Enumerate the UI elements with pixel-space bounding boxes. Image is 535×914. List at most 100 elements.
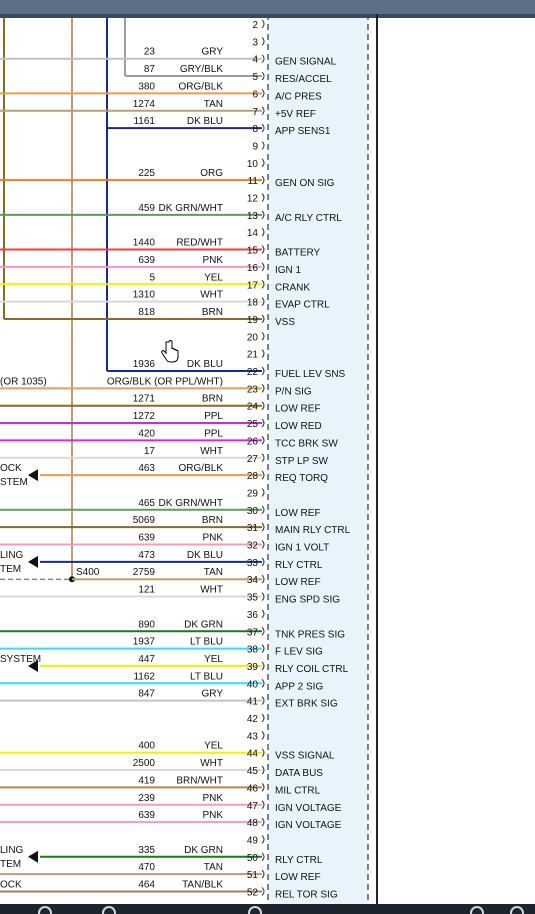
taskbar-icon[interactable]	[470, 906, 484, 914]
wire-color-label: BRN	[202, 515, 223, 526]
circuit-number: 464	[138, 880, 155, 891]
signal-label: MIL CTRL	[275, 785, 321, 796]
circuit-number: 818	[138, 307, 155, 318]
pin-number: 4	[252, 55, 258, 66]
left-system-label: LING	[0, 550, 24, 561]
signal-label: GEN SIGNAL	[275, 57, 337, 68]
pin-terminal	[261, 644, 265, 653]
pin-terminal	[261, 592, 265, 601]
wire-color-label: DK GRN/WHT	[159, 498, 223, 509]
signal-label: FUEL LEV SNS	[275, 369, 346, 380]
signal-label: IGN 1	[275, 265, 302, 276]
circuit-number: 1162	[133, 671, 155, 682]
pin-terminal	[261, 522, 265, 532]
left-system-label: SYSTEM	[0, 654, 41, 665]
circuit-number: 465	[138, 498, 155, 509]
pin-terminal	[261, 470, 265, 480]
pin-terminal	[261, 297, 265, 306]
pin-number: 6	[252, 89, 258, 100]
pin-number: 44	[247, 749, 259, 760]
signal-label: A/C PRES	[275, 91, 322, 102]
taskbar-icon[interactable]	[510, 906, 524, 914]
pin-number: 12	[247, 194, 259, 205]
wire-color-label: YEL	[204, 654, 223, 665]
arrow-icon	[28, 469, 38, 482]
wire-color-label: ORG/BLK	[179, 463, 224, 474]
pin-number: 14	[247, 228, 259, 239]
wire-color-label: GRY	[202, 689, 224, 700]
signal-label: VSS	[275, 317, 295, 328]
wire-color-label: ORG	[200, 168, 223, 179]
pin-number: 23	[247, 384, 259, 395]
wire-color-label: DK BLU	[187, 550, 223, 561]
circuit-number: 447	[138, 654, 155, 665]
circuit-number: 890	[138, 619, 155, 630]
pin-number: 3	[252, 37, 258, 48]
wire-color-label: WHT	[200, 290, 223, 301]
pin-number: 30	[247, 506, 259, 517]
splice-label: S400	[76, 567, 100, 578]
connector-body	[268, 18, 368, 904]
pin-number: 27	[247, 454, 259, 465]
pin-terminal	[261, 488, 265, 497]
pin-terminal	[261, 279, 265, 289]
taskbar-icon[interactable]	[102, 906, 116, 914]
pin-number: 28	[247, 471, 259, 482]
pin-number: 47	[247, 801, 259, 812]
signal-label: LOW REF	[275, 577, 321, 588]
circuit-number: 5	[149, 272, 155, 283]
circuit-number: 419	[138, 775, 155, 786]
signal-label: IGN VOLTAGE	[275, 803, 342, 814]
pin-number: 49	[247, 835, 259, 846]
circuit-number: 473	[138, 550, 155, 561]
circuit-number: 470	[138, 862, 155, 873]
pin-number: 5	[252, 72, 258, 83]
pin-number: 7	[252, 107, 258, 118]
circuit-number: 420	[138, 428, 155, 439]
taskbar	[0, 904, 535, 914]
circuit-number: 400	[138, 741, 155, 752]
circuit-number: 1161	[133, 116, 155, 127]
taskbar-icon[interactable]	[38, 906, 52, 914]
signal-label: EVAP CTRL	[275, 300, 330, 311]
circuit-number: 17	[144, 446, 156, 457]
wire-color-label: DK BLU	[187, 359, 223, 370]
wire-color-label: BRN	[202, 307, 223, 318]
signal-label: VSS SIGNAL	[275, 751, 335, 762]
wire-color-label: DK GRN	[184, 619, 223, 630]
signal-label: F LEV SIG	[275, 647, 323, 658]
pin-terminal	[261, 54, 265, 64]
signal-label: REL TOR SIG	[275, 890, 338, 901]
signal-label: LOW REF	[275, 508, 321, 519]
pin-number: 2	[252, 20, 258, 31]
signal-label: DATA BUS	[275, 768, 323, 779]
wire-color-label: PNK	[202, 255, 223, 266]
signal-label: IGN VOLTAGE	[275, 820, 342, 831]
wire-color-label: PPL	[204, 411, 223, 422]
pin-number: 46	[247, 783, 259, 794]
circuit-number: 380	[138, 81, 155, 92]
pin-terminal	[261, 730, 265, 740]
circuit-number: 239	[138, 793, 155, 804]
pin-number: 40	[247, 679, 259, 690]
pin-number: 37	[247, 627, 259, 638]
left-system-label: (OR 1035)	[0, 376, 47, 387]
signal-label: APP 2 SIG	[275, 681, 323, 692]
pane-divider[interactable]	[376, 14, 378, 904]
pin-number: 26	[247, 436, 259, 447]
wire-color-label: WHT	[200, 446, 223, 457]
wire-color-label: TAN	[204, 567, 223, 578]
taskbar-icon[interactable]	[248, 906, 262, 914]
pin-number: 25	[247, 419, 259, 430]
pin-number: 8	[252, 124, 258, 135]
pin-terminal	[261, 71, 265, 81]
window-title-bar	[0, 0, 535, 14]
pin-terminal	[261, 817, 265, 827]
left-system-label: TEM	[0, 859, 21, 870]
signal-label: RES/ACCEL	[275, 74, 332, 85]
pin-number: 31	[247, 523, 259, 534]
pin-terminal	[261, 557, 265, 567]
arrow-icon	[28, 555, 38, 568]
pin-terminal	[261, 574, 265, 584]
